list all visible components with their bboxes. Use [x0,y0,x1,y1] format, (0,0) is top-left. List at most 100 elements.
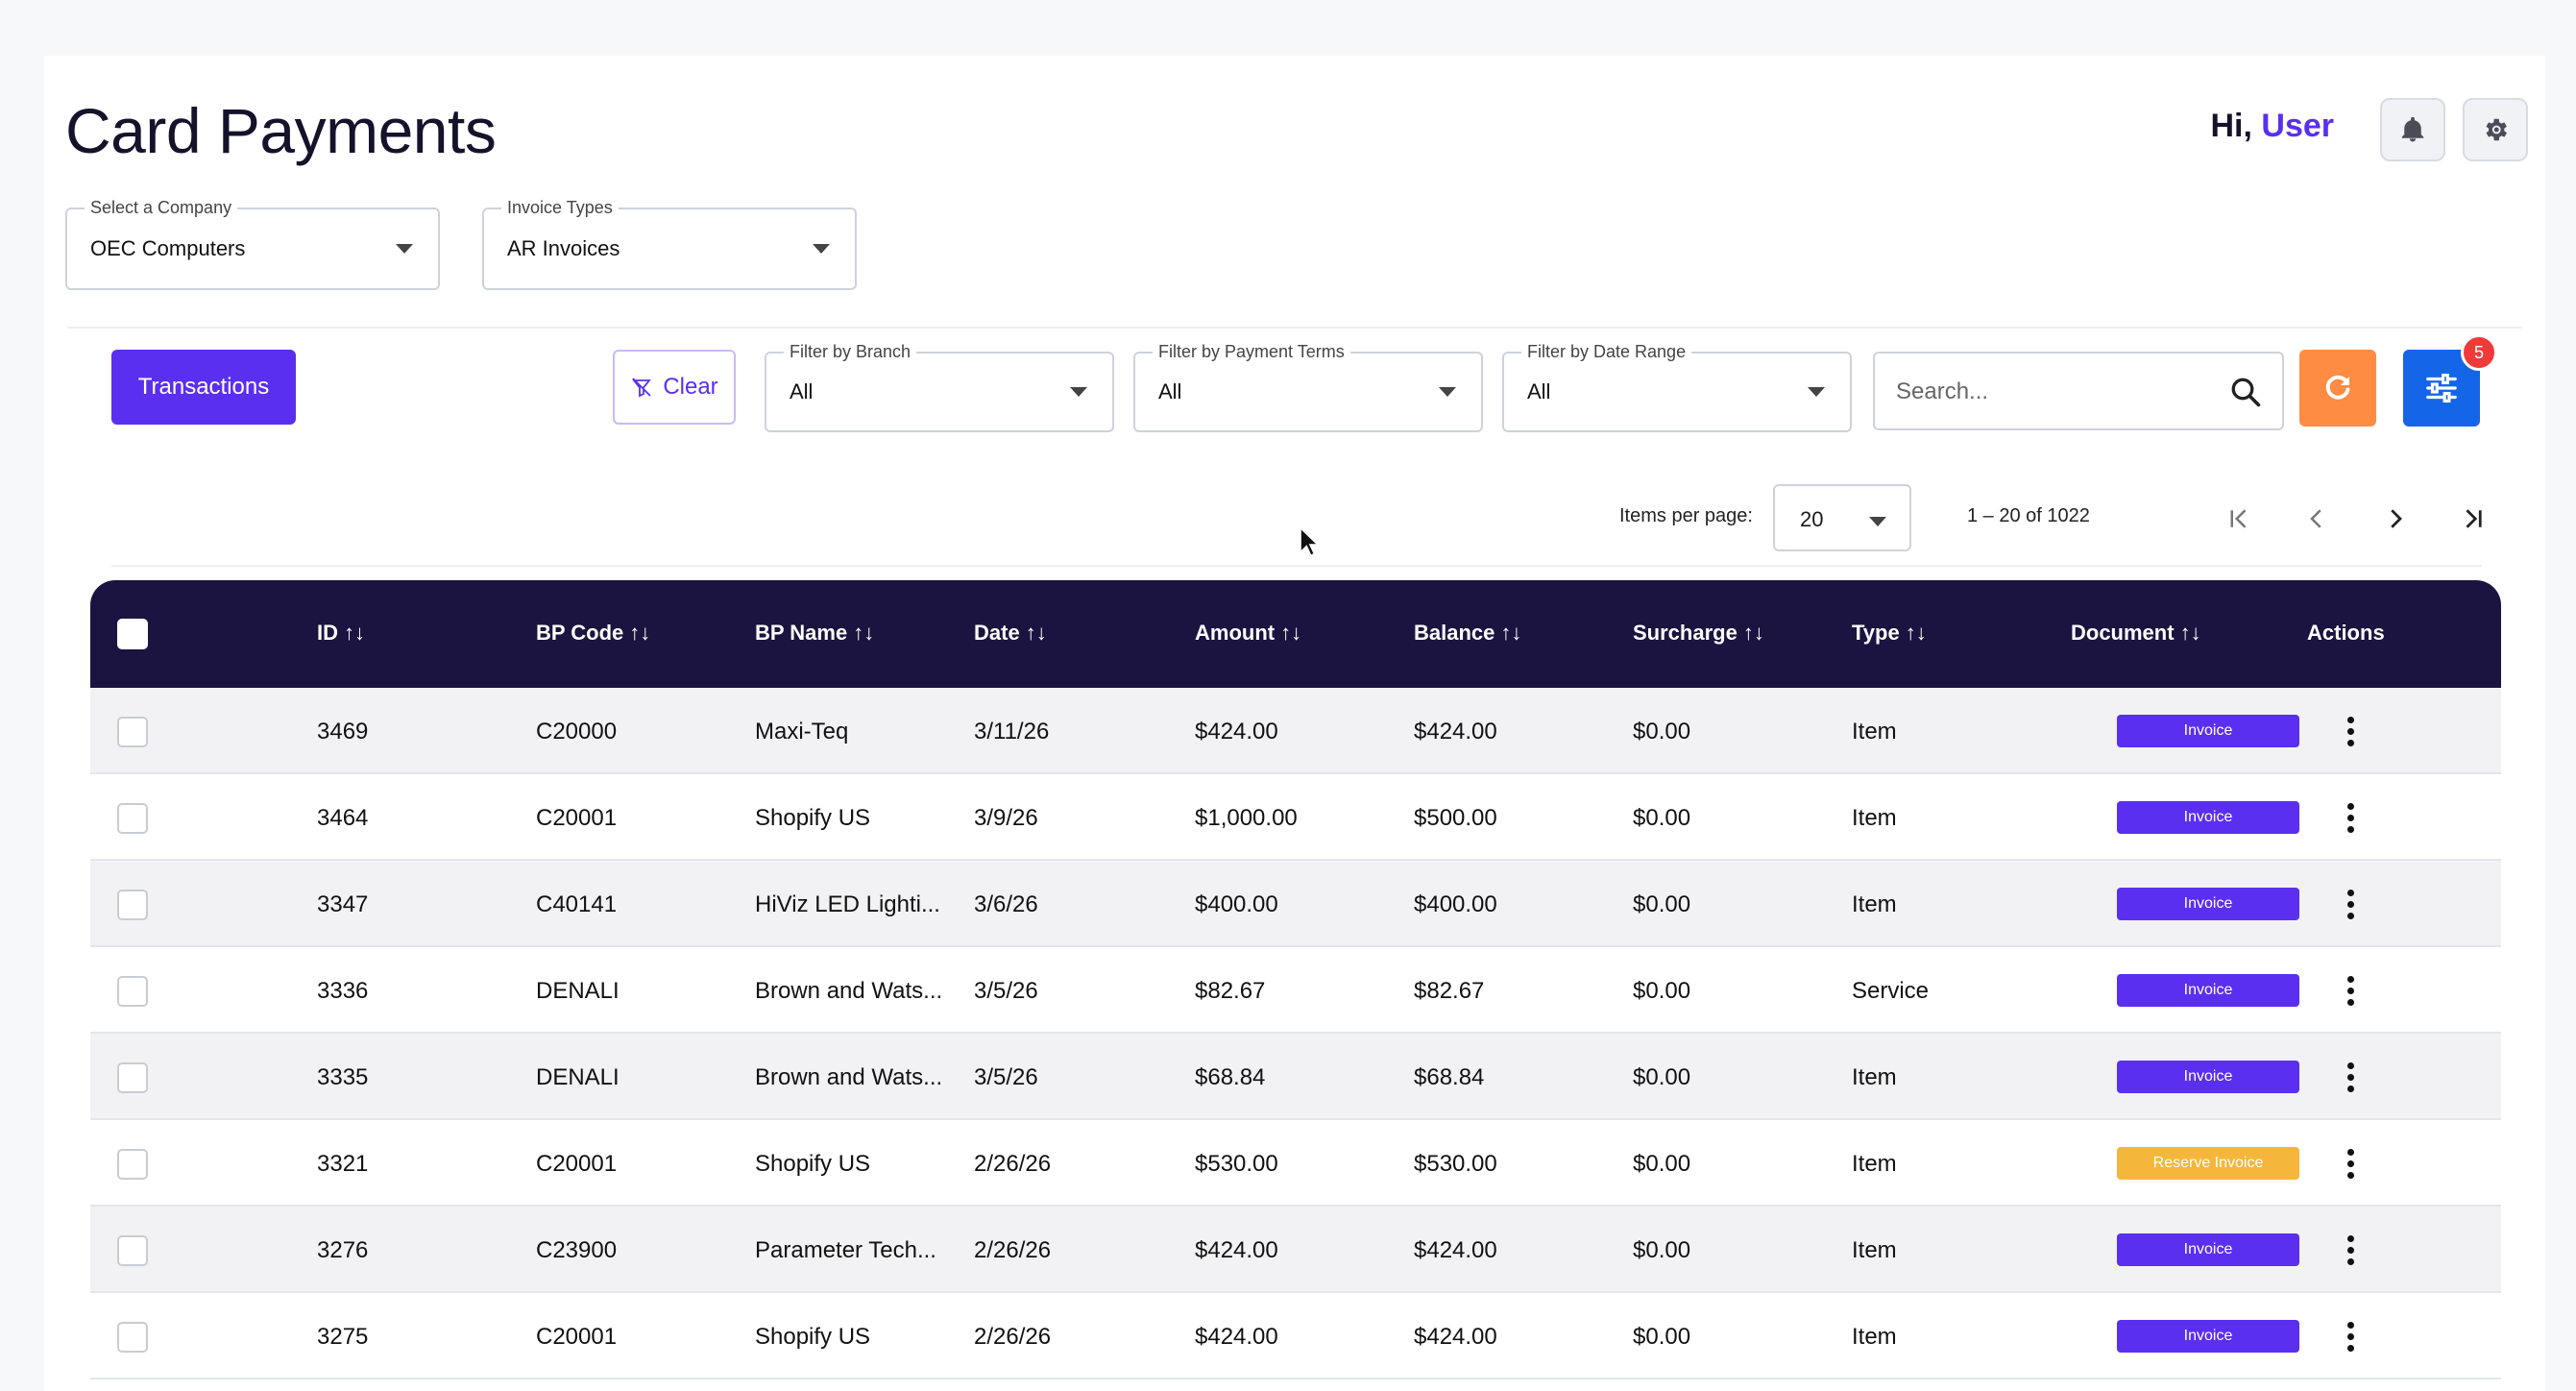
notifications-button[interactable] [2380,98,2445,161]
cell-amount: $400.00 [1195,891,1278,917]
pagination-bar: Items per page: 20 1 – 20 of 1022 [111,471,2482,567]
document-badge: Invoice [2117,1061,2299,1093]
row-checkbox[interactable] [117,1149,148,1180]
column-label: Balance [1414,621,1495,645]
branch-filter-select[interactable]: Filter by Branch All [765,342,1114,432]
cell-balance: $424.00 [1414,1324,1497,1350]
cell-id: 3275 [317,1324,369,1350]
table-row[interactable]: 3275 C20001 Shopify US 2/26/26 $424.00 $424.0… [90,1293,2501,1379]
table-row[interactable]: 3321 C20001 Shopify US 2/26/26 $530.00 $530.0… [90,1120,2501,1207]
more-vert-icon[interactable] [2345,890,2355,922]
table-row[interactable]: 3276 C23900 Parameter Tech... 2/26/26 $424.0… [90,1207,2501,1293]
more-vert-icon[interactable] [2345,1322,2355,1354]
cell-date: 2/26/26 [974,1151,1052,1177]
date-range-filter-label: Filter by Date Range [1521,342,1692,362]
search-icon[interactable] [2228,375,2263,409]
table-row[interactable]: 3469 C20000 Maxi-Teq 3/11/26 $424.00 $424.00 $… [90,688,2501,774]
invoice-types-label: Invoice Types [501,198,619,218]
cell-bp-code: C23900 [536,1237,618,1263]
more-vert-icon[interactable] [2345,1149,2355,1182]
row-checkbox[interactable] [117,976,148,1007]
cell-bp-name: Shopify US [755,805,871,831]
row-checkbox[interactable] [117,890,148,920]
table-row[interactable]: 3464 C20001 Shopify US 3/9/26 $1,000.00 $500.… [90,774,2501,861]
row-checkbox[interactable] [117,717,148,747]
transactions-button[interactable]: Transactions [111,350,296,425]
row-checkbox[interactable] [117,1062,148,1093]
more-vert-icon[interactable] [2345,803,2355,836]
filter-count-badge: 5 [2461,334,2497,371]
column-label: BP Name [755,621,848,645]
company-select[interactable]: Select a Company OEC Computers [65,198,440,290]
cell-bp-name: Parameter Tech... [755,1237,936,1263]
last-page-button[interactable] [2455,500,2493,538]
settings-button[interactable] [2463,98,2528,161]
column-header-document[interactable]: Document ↑↓ [2071,621,2201,646]
sort-icon: ↑↓ [1742,621,1764,645]
column-header-id[interactable]: ID ↑↓ [317,621,365,646]
payment-terms-filter-select[interactable]: Filter by Payment Terms All [1133,342,1483,432]
clear-filters-button[interactable]: Clear [613,350,736,425]
cell-bp-name: Shopify US [755,1324,871,1350]
column-header-type[interactable]: Type ↑↓ [1852,621,1927,646]
column-header-surcharge[interactable]: Surcharge ↑↓ [1633,621,1764,646]
more-vert-icon[interactable] [2345,976,2355,1009]
column-header-bp-code[interactable]: BP Code ↑↓ [536,621,650,646]
table-row[interactable]: 3336 DENALI Brown and Wats... 3/5/26 $82.67 $… [90,947,2501,1034]
cell-balance: $424.00 [1414,719,1497,744]
first-page-button[interactable] [2219,500,2257,538]
cell-type: Service [1852,978,1930,1004]
clear-label: Clear [663,374,718,400]
last-page-icon [2466,509,2482,528]
cell-id: 3336 [317,978,369,1004]
cell-balance: $530.00 [1414,1151,1497,1177]
items-per-page-select[interactable]: 20 [1773,484,1911,551]
cell-date: 3/11/26 [974,719,1050,744]
row-checkbox[interactable] [117,803,148,834]
date-range-filter-select[interactable]: Filter by Date Range All [1502,342,1852,432]
payments-table: ID ↑↓ BP Code ↑↓ BP Name ↑↓ Date ↑↓ Amount ↑↓… [90,580,2501,1379]
more-vert-icon[interactable] [2345,717,2355,749]
column-header-bp-name[interactable]: BP Name ↑↓ [755,621,874,646]
table-row[interactable]: 3347 C40141 HiViz LED Lighti... 3/6/26 $400.… [90,861,2501,947]
cell-id: 3335 [317,1064,369,1090]
row-checkbox[interactable] [117,1235,148,1266]
document-badge: Reserve Invoice [2117,1147,2299,1180]
previous-page-button[interactable] [2297,500,2336,538]
column-header-date[interactable]: Date ↑↓ [974,621,1047,646]
document-badge: Invoice [2117,715,2299,747]
cell-surcharge: $0.00 [1633,1237,1691,1263]
table-row[interactable]: 3335 DENALI Brown and Wats... 3/5/26 $68.84 $… [90,1034,2501,1120]
more-vert-icon[interactable] [2345,1235,2355,1268]
cell-date: 3/5/26 [974,1064,1038,1090]
payment-terms-filter-label: Filter by Payment Terms [1153,342,1350,362]
refresh-button[interactable] [2299,350,2376,427]
select-all-checkbox[interactable] [117,619,148,649]
sort-icon: ↑↓ [344,621,365,645]
cell-type: Item [1852,1064,1897,1090]
cell-amount: $530.00 [1195,1151,1278,1177]
sort-icon: ↑↓ [853,621,875,645]
gear-icon [2486,118,2507,141]
cell-balance: $500.00 [1414,805,1497,831]
cell-bp-name: Brown and Wats... [755,1064,943,1090]
invoice-types-select[interactable]: Invoice Types AR Invoices [482,198,857,290]
mouse-cursor-icon [1300,526,1320,557]
cell-bp-code: DENALI [536,1064,620,1090]
first-page-icon [2230,509,2247,528]
more-vert-icon[interactable] [2345,1062,2355,1095]
document-badge: Invoice [2117,1320,2299,1353]
row-checkbox[interactable] [117,1322,148,1353]
search-input[interactable] [1896,373,2213,411]
column-label: Surcharge [1633,621,1738,645]
column-label: Type [1852,621,1900,645]
cell-date: 3/5/26 [974,978,1038,1004]
user-greeting: Hi, User [2210,108,2334,145]
cell-type: Item [1852,805,1897,831]
next-page-button[interactable] [2376,500,2415,538]
column-header-amount[interactable]: Amount ↑↓ [1195,621,1301,646]
greeting-user[interactable]: User [2261,108,2334,144]
cell-surcharge: $0.00 [1633,719,1691,744]
cell-bp-code: C20001 [536,805,618,831]
column-header-balance[interactable]: Balance ↑↓ [1414,621,1521,646]
